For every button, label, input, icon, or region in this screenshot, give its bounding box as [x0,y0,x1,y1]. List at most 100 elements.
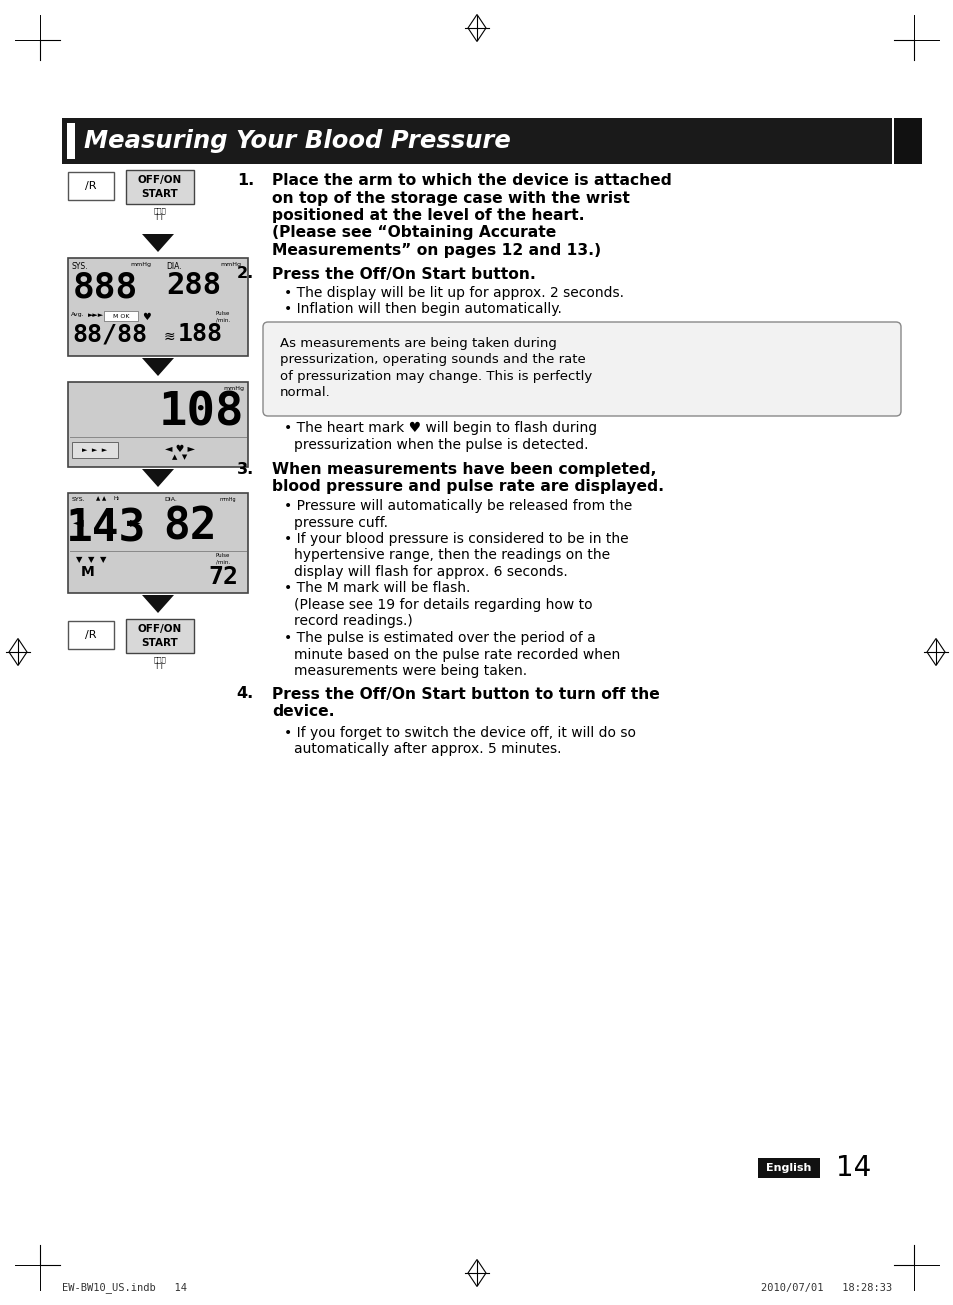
Text: ꟷꟷꟷ
| |: ꟷꟷꟷ | | [153,656,166,669]
Bar [68,172,113,200]
Bar [71,442,118,458]
Text: 4.: 4. [236,686,253,702]
Text: record readings.): record readings.) [294,615,413,629]
Text: • Inflation will then begin automatically.: • Inflation will then begin automaticall… [284,303,561,317]
Text: pressure cuff.: pressure cuff. [294,515,388,530]
Text: Press the Off/On Start button to turn off the: Press the Off/On Start button to turn of… [272,686,659,702]
Text: blood pressure and pulse rate are displayed.: blood pressure and pulse rate are displa… [272,479,663,495]
Bar [67,123,75,159]
Text: 2.: 2. [236,266,253,282]
Text: 2010/07/01   18:28:33: 2010/07/01 18:28:33 [760,1283,891,1293]
Text: M: M [81,565,94,579]
Text: /R: /R [85,181,96,191]
Text: 14: 14 [835,1154,870,1182]
Text: START: START [141,189,178,198]
Bar [62,117,891,164]
Text: OFF/ON: OFF/ON [138,175,182,185]
Text: Measuring Your Blood Pressure: Measuring Your Blood Pressure [84,129,511,153]
Polygon shape [142,234,173,252]
Text: ►►►: ►►► [88,312,104,318]
Text: When measurements have been completed,: When measurements have been completed, [272,462,656,478]
Text: Place the arm to which the device is attached: Place the arm to which the device is att… [272,174,671,188]
Text: ▼: ▼ [88,555,94,564]
Text: device.: device. [272,703,335,719]
Text: on top of the storage case with the wrist: on top of the storage case with the wris… [272,191,629,205]
Polygon shape [142,358,173,376]
Text: SYS.: SYS. [71,497,86,502]
Text: ꟷꟷꟷ
| |: ꟷꟷꟷ | | [153,207,166,221]
Text: mmHg: mmHg [130,262,151,268]
Text: OFF/ON: OFF/ON [138,624,182,634]
Text: positioned at the level of the heart.: positioned at the level of the heart. [272,207,584,223]
Text: • The M mark will be flash.: • The M mark will be flash. [284,582,470,595]
Text: 888: 888 [73,271,138,305]
Text: /R: /R [85,630,96,639]
Bar [104,311,138,321]
Text: M OK: M OK [112,313,129,318]
Text: English: English [765,1163,811,1173]
Text: 143: 143 [66,508,146,549]
Text: SYS.: SYS. [71,262,89,271]
Text: Pulse: Pulse [215,311,230,316]
Text: DIA.: DIA. [166,262,181,271]
Text: Pulse: Pulse [215,553,230,559]
Text: 72: 72 [208,565,237,589]
Text: 188: 188 [178,322,223,346]
Text: 88/88: 88/88 [71,322,147,346]
Text: 3.: 3. [236,462,253,478]
Bar [126,170,193,204]
Text: As measurements are being taken during: As measurements are being taken during [280,337,557,350]
Bar [68,493,248,592]
Text: 108: 108 [158,390,244,435]
Text: (Please see “Obtaining Accurate: (Please see “Obtaining Accurate [272,226,556,240]
Text: pressurization, operating sounds and the rate: pressurization, operating sounds and the… [280,354,585,367]
Text: mmHg: mmHg [220,497,236,502]
Text: (Please see 19 for details regarding how to: (Please see 19 for details regarding how… [294,598,592,612]
Text: 82: 82 [163,505,216,548]
Text: EW-BW10_US.indb   14: EW-BW10_US.indb 14 [62,1283,187,1293]
Text: ◄ ♥ ►: ◄ ♥ ► [165,444,194,454]
Text: ▲ ▲: ▲ ▲ [96,496,106,501]
Text: • The heart mark ♥ will begin to flash during: • The heart mark ♥ will begin to flash d… [284,422,597,435]
Text: mmHg: mmHg [220,262,241,268]
Text: Press the Off/On Start button.: Press the Off/On Start button. [272,266,536,282]
Bar [758,1158,820,1178]
Text: • If you forget to switch the device off, it will do so: • If you forget to switch the device off… [284,726,636,740]
Text: of pressurization may change. This is perfectly: of pressurization may change. This is pe… [280,371,592,382]
Text: DIA.: DIA. [164,497,176,502]
Polygon shape [142,595,173,613]
Bar [126,619,193,652]
Text: ▼: ▼ [76,555,82,564]
Text: automatically after approx. 5 minutes.: automatically after approx. 5 minutes. [294,743,561,756]
Text: ►  ►  ►: ► ► ► [82,448,108,453]
Text: • Pressure will automatically be released from the: • Pressure will automatically be release… [284,499,632,513]
Text: ◄: ◄ [72,515,83,529]
Text: Measurements” on pages 12 and 13.): Measurements” on pages 12 and 13.) [272,243,600,258]
Text: /min.: /min. [215,560,230,565]
Text: pressurization when the pulse is detected.: pressurization when the pulse is detecte… [294,437,588,452]
Text: /min.: /min. [215,317,230,322]
Text: ♥: ♥ [142,312,151,322]
Text: mmHg: mmHg [223,386,244,392]
Text: hypertensive range, then the readings on the: hypertensive range, then the readings on… [294,548,610,562]
FancyBboxPatch shape [263,322,900,416]
Text: ▼: ▼ [100,555,107,564]
Bar [893,117,921,164]
Text: 288: 288 [166,271,221,300]
Bar [68,382,248,467]
Text: • If your blood pressure is considered to be in the: • If your blood pressure is considered t… [284,532,628,545]
Text: • The display will be lit up for approx. 2 seconds.: • The display will be lit up for approx.… [284,286,623,300]
Text: normal.: normal. [280,386,331,399]
Text: ►: ► [130,515,140,529]
Bar [68,258,248,356]
Text: H₂: H₂ [113,496,120,501]
Polygon shape [142,468,173,487]
Text: ▲  ▼: ▲ ▼ [172,454,188,459]
Text: measurements were being taken.: measurements were being taken. [294,664,527,679]
Text: display will flash for approx. 6 seconds.: display will flash for approx. 6 seconds… [294,565,567,579]
Text: 1.: 1. [236,174,253,188]
Text: ≋: ≋ [164,330,175,345]
Bar [68,621,113,649]
Text: minute based on the pulse rate recorded when: minute based on the pulse rate recorded … [294,647,619,662]
Text: Avg.: Avg. [71,312,85,317]
